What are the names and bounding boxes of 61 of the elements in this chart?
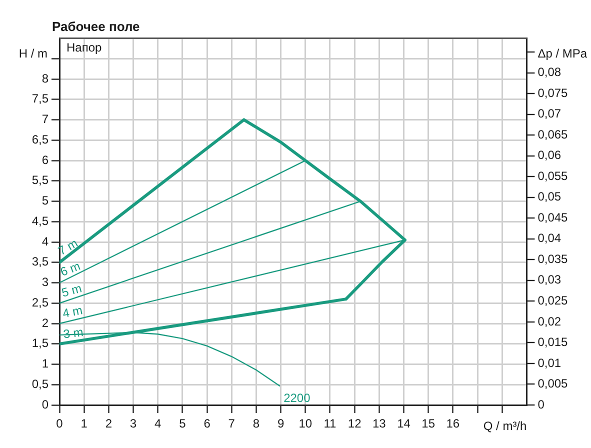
y2-tick-label: 0,045 <box>538 210 568 224</box>
y-tick-label: 6,5 <box>32 132 49 146</box>
y2-tick-label: 0,055 <box>538 168 568 183</box>
x-tick-label: 13 <box>372 416 386 431</box>
y2-tick-label: 0,065 <box>538 127 568 142</box>
x-tick-label: 0 <box>56 416 64 431</box>
text: 5 m <box>60 281 84 300</box>
y2-tick-label: 0,01 <box>538 356 562 370</box>
y-tick-label: 2,5 <box>32 295 49 310</box>
x-tick-label: 4 <box>154 416 162 431</box>
x-tick-label: 6 <box>204 416 211 431</box>
y2-tick-label: 0 <box>538 397 545 412</box>
y2-tick-label: 0,06 <box>538 148 562 162</box>
x-tick-label: 2 <box>105 416 112 431</box>
text: 7 m <box>56 236 80 258</box>
x-tick-label: 5 <box>179 416 186 431</box>
y-tick-label: 0 <box>42 397 49 412</box>
y-tick-label: 6 <box>42 152 49 167</box>
x-tick-label: 3 <box>130 416 137 431</box>
x-tick-label: 14 <box>397 416 411 431</box>
y-tick-label: 4,5 <box>32 214 49 228</box>
series-label: 2200 <box>284 390 311 405</box>
y2-tick-label: 0,03 <box>538 272 562 287</box>
x-tick-label: 1 <box>80 416 88 431</box>
x-axis-title: Q / m³/h <box>483 419 527 433</box>
y2-tick-label: 0,075 <box>538 86 568 100</box>
y2-axis-title: Δp / MPa <box>538 46 588 60</box>
y-tick-label: 3,5 <box>32 254 49 269</box>
x-tick-label: 8 <box>252 416 260 431</box>
y2-tick-label: 0,08 <box>538 65 562 80</box>
y-axis-title: H / m <box>18 46 48 60</box>
y-tick-label: 8 <box>42 71 49 86</box>
x-tick-label: 7 <box>228 416 236 431</box>
y-tick-label: 1 <box>42 356 49 371</box>
y2-tick-label: 0,035 <box>538 252 568 266</box>
y-tick-label: 0,5 <box>32 376 49 391</box>
text: 4 m <box>61 303 84 321</box>
y-tick-label: 2 <box>42 316 49 330</box>
y-tick-label: 3 <box>42 275 49 290</box>
y2-tick-label: 0,005 <box>538 376 568 391</box>
y2-tick-label: 0,07 <box>538 106 562 121</box>
text: 6 m <box>58 258 82 280</box>
x-tick-label: 12 <box>348 416 362 431</box>
y2-tick-label: 0,025 <box>538 293 568 308</box>
x-tick-label: 10 <box>298 416 312 431</box>
y-tick-label: 4 <box>42 234 49 248</box>
y-tick-label: 7,5 <box>32 92 49 106</box>
y-tick-label: 5 <box>42 194 49 208</box>
x-tick-label: 15 <box>422 416 436 431</box>
chart-title: Рабочее поле <box>52 19 140 34</box>
y-tick-label: 5,5 <box>32 173 49 188</box>
x-tick-label: 11 <box>324 416 337 431</box>
y-tick-label: 7 <box>42 112 49 126</box>
annotation: Напор <box>66 40 102 54</box>
y2-tick-label: 0,02 <box>538 314 562 328</box>
y2-tick-label: 0,05 <box>538 190 562 204</box>
y-tick-label: 1,5 <box>32 336 49 350</box>
y2-tick-label: 0,015 <box>538 335 568 350</box>
x-tick-label: 16 <box>446 416 460 431</box>
y2-tick-label: 0,04 <box>538 231 562 246</box>
x-tick-label: 9 <box>277 416 284 431</box>
